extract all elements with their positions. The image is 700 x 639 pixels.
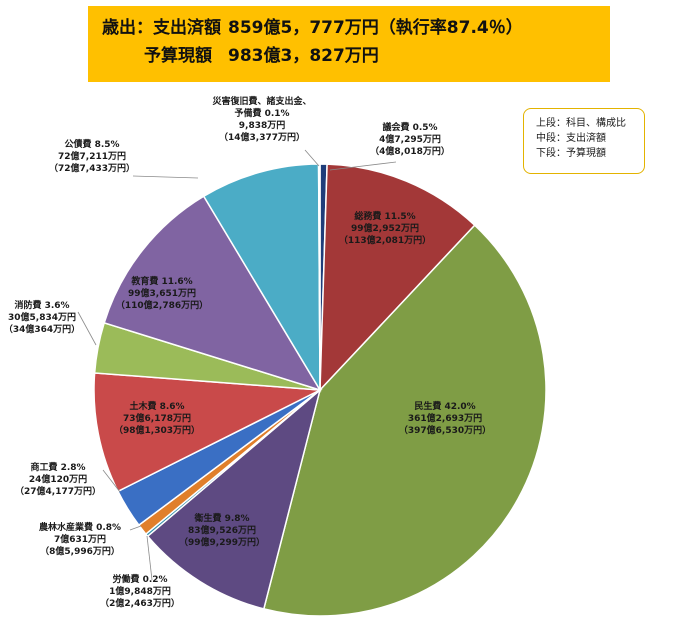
budget-value: 983億3，827万円	[228, 46, 379, 66]
slice-label-shoko-line3: （27億4,177万円）	[15, 485, 101, 497]
slice-label-doboku-line1: 土木費 8.6%	[129, 400, 184, 412]
leader-line-saigai	[304, 149, 320, 167]
slice-label-norin-line2: 7億631万円	[54, 533, 106, 545]
summary-banner: 歳出：支出済額 859億5，777万円（執行率87.4％） 予算現額 983億3，8…	[88, 6, 610, 82]
slice-label-shobo: 消防費 3.6% 30億5,834万円（34億364万円）	[4, 299, 80, 335]
slice-label-eisei-line1: 衛生費 9.8%	[193, 512, 249, 524]
slice-label-saigai-line1: 災害復旧費、諸支出金、	[211, 95, 311, 107]
legend-lower: 下段：予算現額	[536, 148, 606, 159]
slice-label-rodo-line2: 1億9,848万円	[109, 585, 171, 597]
slice-label-rodo: 労働費 0.2% 1億9,848万円（2億2,463万円）	[100, 573, 180, 609]
slice-label-kosai-line2: 72億7,211万円	[58, 150, 126, 162]
slice-label-kyoiku-line1: 教育費 11.6%	[130, 275, 192, 287]
slice-label-saigai: 災害復旧費、諸支出金、予備費 0.1% 9,838万円（14億3,377万円）	[211, 95, 311, 143]
leader-line-gikai	[329, 161, 397, 171]
slice-label-minsei-line2: 361億2,693万円	[408, 412, 482, 424]
slice-label-gikai-line3: （4億8,018万円）	[370, 145, 450, 157]
slice-label-shobo-line1: 消防費 3.6%	[14, 299, 69, 311]
pie-slice-saigai	[317, 163, 321, 391]
pie-slice-minsei	[262, 224, 547, 617]
slice-label-shobo-line2: 30億5,834万円	[8, 311, 76, 323]
slice-label-kosai-line3: （72億7,433万円）	[49, 162, 135, 174]
pie-slice-somu	[319, 163, 476, 392]
slice-label-shoko: 商工費 2.8% 24億120万円（27億4,177万円）	[15, 461, 101, 497]
slice-label-somu-line1: 総務費 11.5%	[354, 210, 415, 222]
slice-label-somu-line3: （113億2,081万円）	[339, 234, 431, 246]
slice-label-doboku-line2: 73億6,178万円	[123, 412, 191, 424]
slice-label-eisei-line2: 83億9,526万円	[188, 524, 256, 536]
legend-box: 上段：科目、構成比 中段：支出済額 下段：予算現額	[523, 108, 645, 174]
slice-label-rodo-line1: 労働費 0.2%	[112, 573, 167, 585]
slice-label-saigai-line2: 9,838万円	[239, 120, 285, 131]
budget-label: 予算現額	[144, 46, 212, 66]
pie-slice-kosai	[202, 163, 321, 393]
slice-label-gikai-line2: 4億7,295万円	[379, 133, 441, 145]
slice-label-minsei-line1: 民生費 42.0%	[414, 400, 475, 412]
slice-label-doboku-line3: （98億1,303万円）	[114, 424, 200, 436]
slice-label-gikai: 議会費 0.5% 4億7,295万円（4億8,018万円）	[370, 121, 450, 157]
expenditure-value: 859億5，777万円（執行率87.4％）	[228, 18, 523, 38]
slice-label-kyoiku-line2: 99億3,651万円	[128, 287, 196, 299]
pie-slice-eisei	[146, 387, 322, 610]
slice-label-saigai-line3: （14億3,377万円）	[219, 131, 305, 143]
slice-label-eisei: 衛生費 9.8% 83億9,526万円（99億9,299万円）	[179, 512, 265, 548]
expenditure-label: 歳出：支出済額	[102, 18, 221, 38]
slice-label-rodo-line3: （2億2,463万円）	[100, 597, 180, 609]
slice-label-shobo-line3: （34億364万円）	[4, 323, 80, 335]
slice-label-saigai-line1b: 予備費 0.1%	[234, 107, 289, 119]
leader-line-shoko	[102, 469, 121, 493]
summary-row-budget: 予算現額 983億3，827万円	[102, 42, 610, 70]
slice-label-shoko-line2: 24億120万円	[29, 473, 87, 485]
leader-line-kosai	[132, 175, 199, 179]
slice-label-norin: 農林水産業費 0.8% 7億631万円（8億5,996万円）	[39, 521, 121, 557]
slice-label-somu-line2: 99億2,952万円	[351, 222, 419, 234]
slice-label-kosai-line1: 公債費 8.5%	[64, 138, 119, 150]
leader-line-norin	[129, 525, 142, 531]
legend-middle: 中段：支出済額	[536, 133, 606, 144]
slice-label-shoko-line1: 商工費 2.8%	[30, 461, 85, 473]
slice-label-kyoiku-line3: （110億2,786万円）	[116, 299, 208, 311]
slice-label-kosai: 公債費 8.5% 72億7,211万円（72億7,433万円）	[49, 138, 135, 174]
slice-label-norin-line1: 農林水産業費 0.8%	[39, 521, 121, 533]
leader-line-shobo	[77, 311, 97, 346]
leader-line-rodo	[146, 535, 153, 581]
slice-label-kyoiku: 教育費 11.6% 99億3,651万円（110億2,786万円）	[116, 275, 208, 311]
slice-label-minsei-line3: （397億6,530万円）	[399, 424, 491, 436]
pie-slice-kyoiku	[103, 195, 322, 392]
slice-label-gikai-line1: 議会費 0.5%	[382, 121, 437, 133]
slice-label-doboku: 土木費 8.6% 73億6,178万円（98億1,303万円）	[114, 400, 200, 436]
slice-label-norin-line3: （8億5,996万円）	[40, 545, 120, 557]
slice-label-minsei: 民生費 42.0% 361億2,693万円（397億6,530万円）	[399, 400, 491, 436]
slice-label-somu: 総務費 11.5% 99億2,952万円（113億2,081万円）	[339, 210, 431, 246]
slice-label-eisei-line3: （99億9,299万円）	[179, 536, 265, 548]
legend-upper: 上段：科目、構成比	[536, 118, 626, 129]
summary-row-expenditure: 歳出：支出済額 859億5，777万円（執行率87.4％）	[102, 14, 610, 42]
